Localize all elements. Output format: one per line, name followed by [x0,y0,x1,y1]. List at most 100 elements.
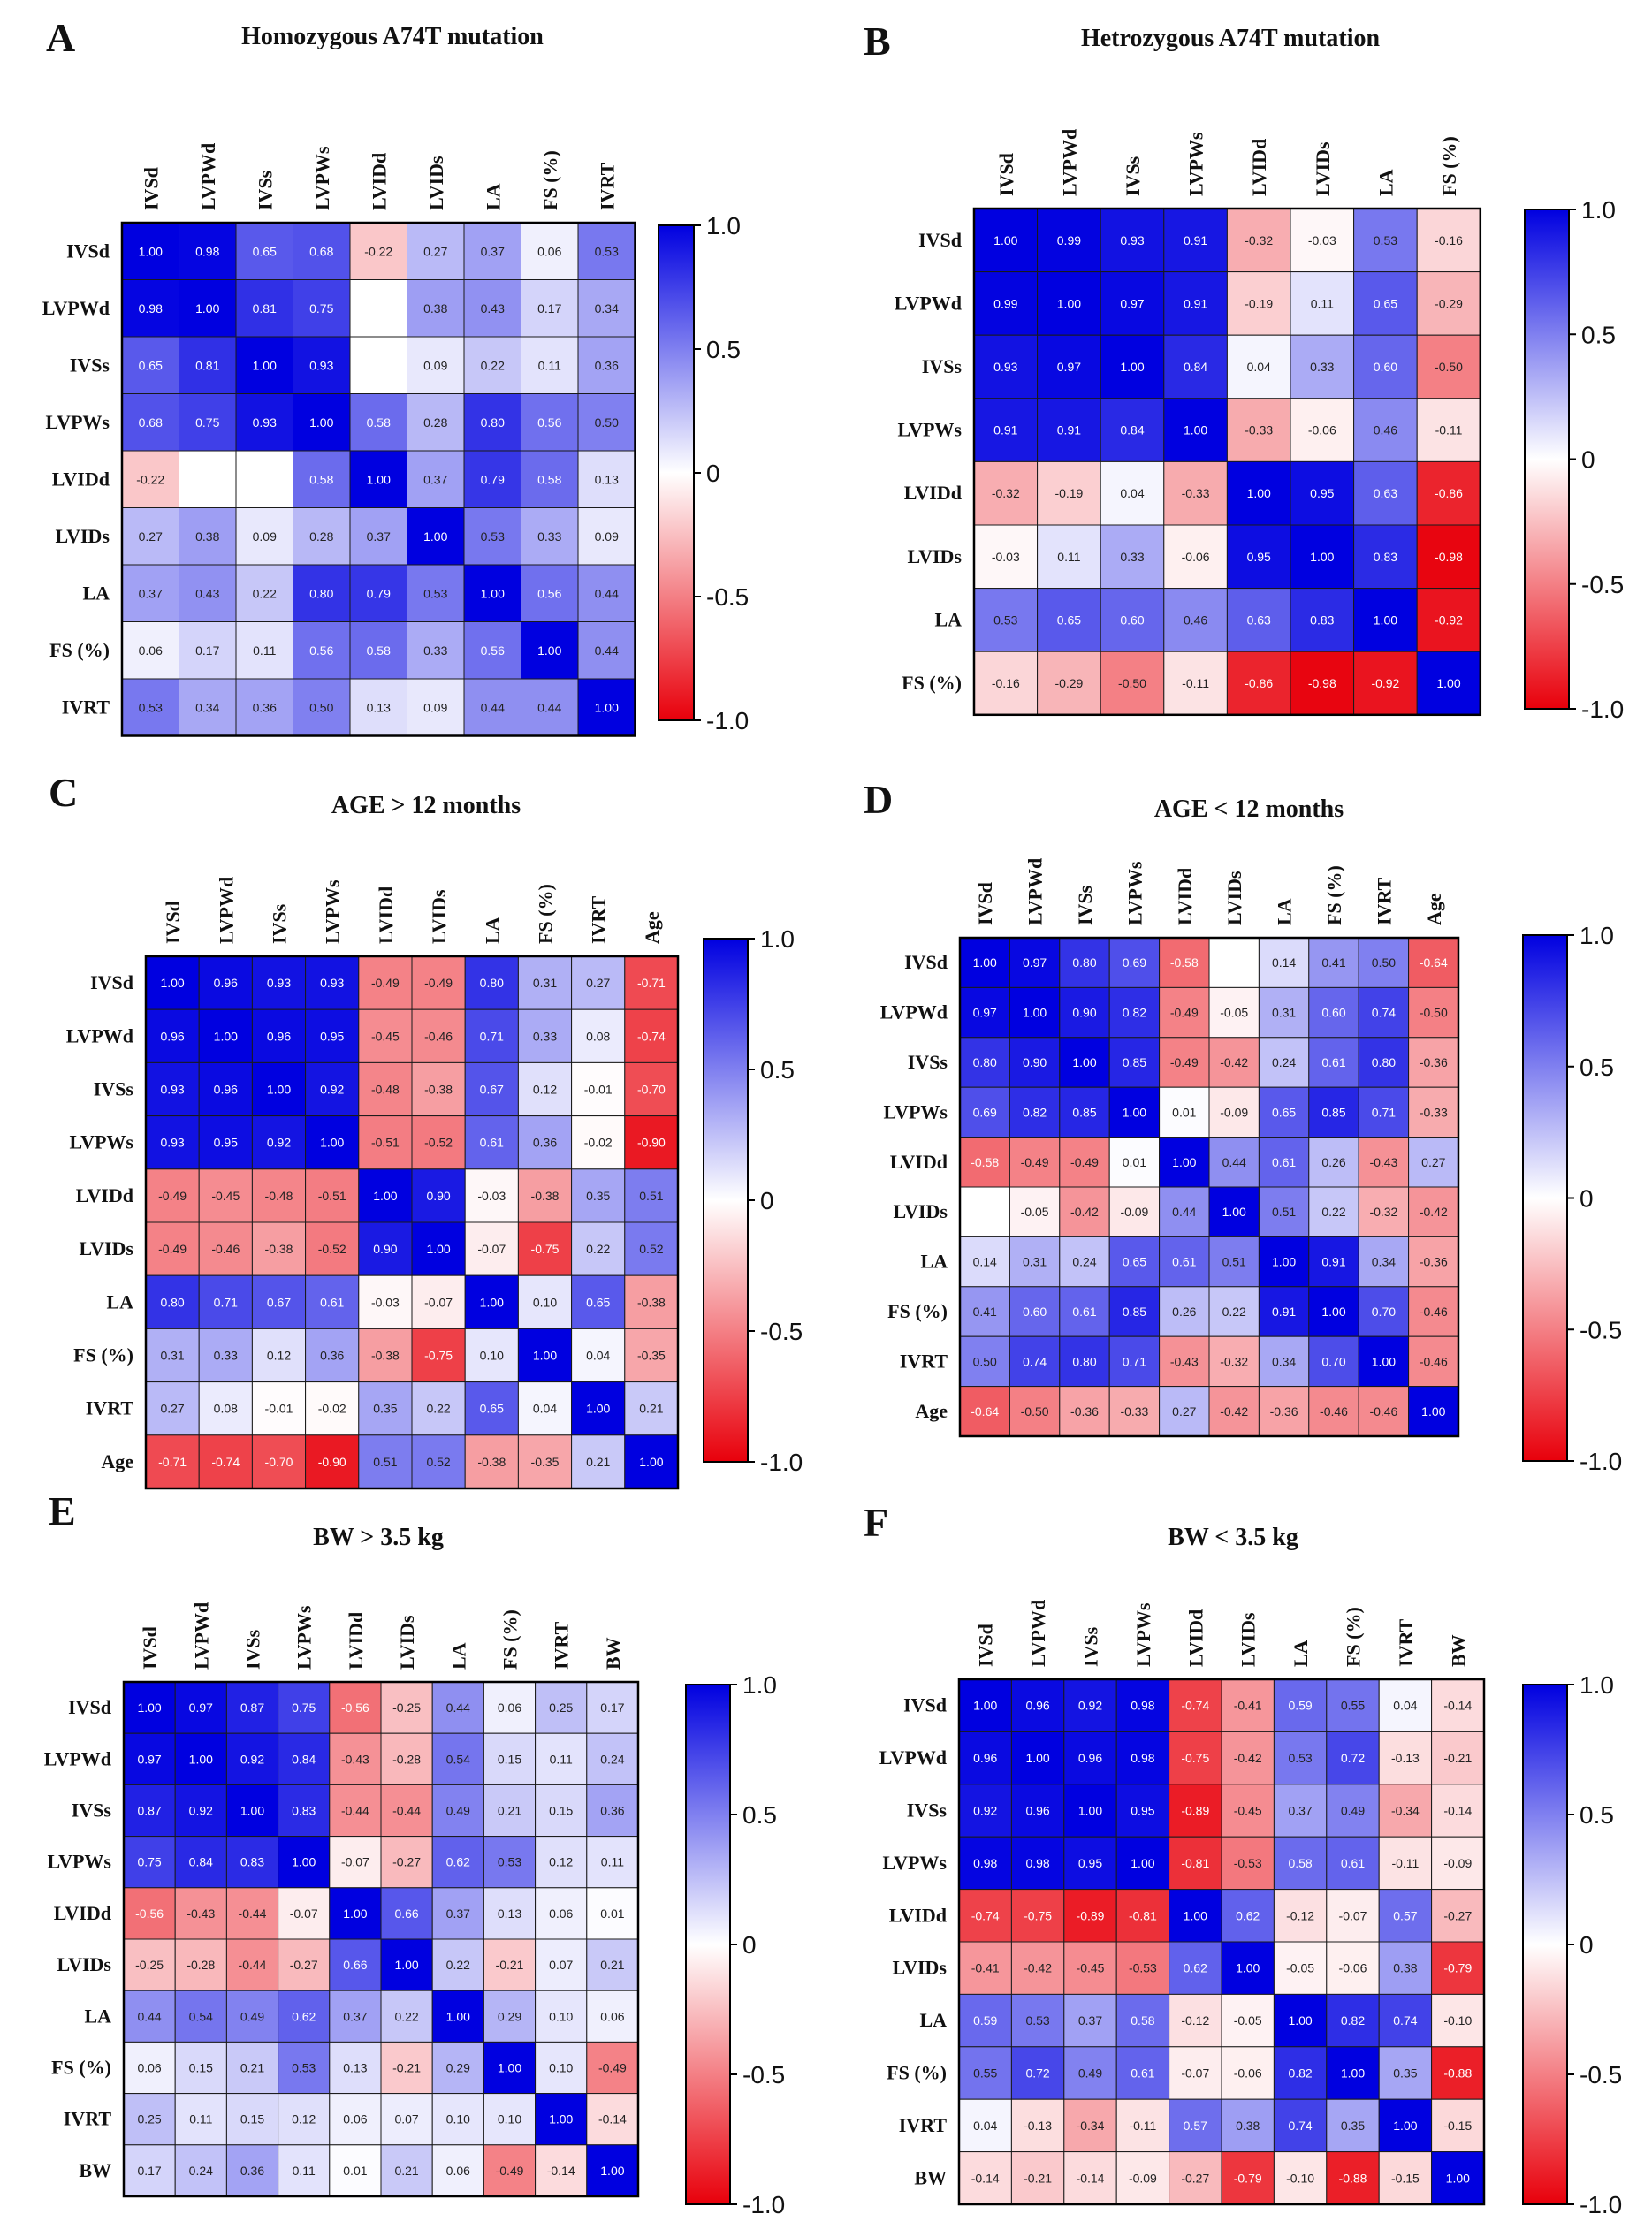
heatmap-cell [577,678,636,736]
column-label-lvpwd: LVPWd [1027,1600,1049,1667]
cell-value-label: 0.98 [139,301,163,316]
cell-value-label: 1.00 [1222,1205,1246,1219]
heatmap-cell [121,279,179,338]
heatmap-cell [1169,1889,1222,1943]
cell-value-label: 0.92 [1078,1699,1102,1713]
cell-value-label: 1.00 [1131,1856,1154,1870]
cell-value-label: 0.22 [481,358,505,372]
cell-value-label: 0.59 [973,2013,997,2028]
cell-value-label: 0.93 [993,360,1017,374]
cell-value-label: -0.43 [1170,1354,1199,1368]
cell-value-label: -0.13 [1391,1751,1420,1765]
cell-value-label: 0.09 [595,529,619,544]
cell-value-label: 1.00 [267,1083,291,1097]
heatmap-cell [123,2093,176,2146]
cell-value-label: 0.53 [595,244,619,258]
cell-value-label: -0.32 [1369,1205,1397,1219]
heatmap-cell [1273,2046,1328,2100]
column-label-ivsd: IVSd [139,1626,161,1670]
cell-value-label: 0.61 [1321,1055,1345,1069]
cell-value-label: -0.22 [136,472,164,486]
cell-value-label: 0.43 [481,301,505,316]
heatmap-cell [571,1381,626,1436]
heatmap-cell [959,1186,1010,1237]
cell-value-label: 0.92 [973,1804,997,1818]
cell-value-label: 1.00 [1025,1751,1049,1765]
cell-value-label: 0.44 [1222,1155,1246,1169]
cell-value-label: 0.80 [480,976,504,990]
row-label-lvpws: LVPWs [69,1131,133,1153]
cell-value-label: 0.15 [498,1752,521,1766]
cell-value-label: 0.92 [320,1083,344,1097]
cell-value-label: 0.82 [1023,1105,1047,1119]
cell-value-label: 0.83 [1374,550,1397,564]
heatmap-cell [1108,1037,1161,1088]
heatmap-cell [329,1836,382,1889]
row-label-lvidd: LVIDd [889,1904,947,1926]
cell-value-label: 0.10 [498,2112,521,2127]
cell-value-label: 0.74 [1023,1354,1047,1368]
column-label-bw: BW [602,1637,624,1670]
heatmap-cell [1308,1037,1359,1088]
cell-value-label: 0.75 [309,301,333,316]
cell-value-label: 0.90 [1072,1006,1096,1020]
heatmap-cell [407,222,465,280]
row-label-fs: FS (%) [73,1344,133,1366]
heatmap-cell [1169,1836,1222,1891]
heatmap-cell [973,651,1039,716]
cell-value-label: 0.50 [1372,955,1396,970]
cell-value-label: 0.27 [423,244,447,258]
heatmap-cell [571,1274,626,1329]
cell-value-label: 0.37 [1078,2013,1102,2028]
cell-value-label: 1.00 [1172,1155,1196,1169]
cell-value-label: -0.44 [392,1804,421,1818]
cell-value-label: 0.65 [1057,613,1081,627]
cell-value-label: 0.38 [195,529,219,544]
cell-value-label: -0.45 [211,1189,240,1203]
heatmap-cell [380,1938,433,1991]
cell-value-label: -0.19 [1054,486,1083,500]
row-label-lvpws: LVPWs [882,1852,947,1874]
cell-value-label: 0.31 [1272,1006,1296,1020]
cell-value-label: 1.00 [1057,296,1081,310]
cell-value-label: -0.42 [1070,1205,1099,1219]
cell-value-label: -0.79 [1443,1961,1472,1975]
heatmap-cell [1273,2098,1328,2153]
cell-value-label: 0.85 [1123,1055,1146,1069]
colorbar [685,1684,731,2205]
heatmap-cell [1037,334,1101,399]
heatmap-cell [1208,1037,1260,1088]
column-label-lvids: LVIDs [1223,871,1245,925]
heatmap-cell [1010,1678,1065,1732]
cell-value-label: 0.93 [1120,233,1144,247]
cell-value-label: 0.80 [1072,955,1096,970]
cell-value-label: 0.26 [1321,1155,1345,1169]
cell-value-label: 0.96 [214,1083,238,1097]
heatmap-cell [483,1681,537,1734]
heatmap-cell [1108,1335,1161,1388]
cell-value-label: -0.64 [971,1404,999,1419]
cell-value-label: -0.89 [1181,1804,1209,1818]
cell-value-label: -0.43 [1369,1155,1397,1169]
heatmap-cell [1163,208,1228,273]
heatmap-cell [145,955,200,1010]
cell-value-label: -0.01 [584,1083,613,1097]
heatmap-cell [145,1221,200,1276]
row-label-ivss: IVSs [70,354,110,376]
heatmap-cell [535,1732,588,1785]
row-label-la: LA [82,582,110,604]
cell-value-label: 0.08 [214,1402,238,1416]
heatmap-cell [1431,1889,1485,1943]
heatmap-cell [411,1274,466,1329]
cell-value-label: 0.85 [1072,1105,1096,1119]
cell-value-label: 1.00 [1078,1804,1102,1818]
heatmap-cell [1159,986,1210,1039]
heatmap-cell [293,507,351,566]
heatmap-cell [1378,2098,1433,2153]
column-label-la: LA [1290,1640,1312,1667]
heatmap-cell [973,524,1039,590]
column-label-lvpwd: LVPWd [1058,129,1080,196]
heatmap-cell [145,1061,200,1117]
cell-value-label: 0.97 [1023,955,1047,970]
heatmap-cell [1416,588,1481,652]
